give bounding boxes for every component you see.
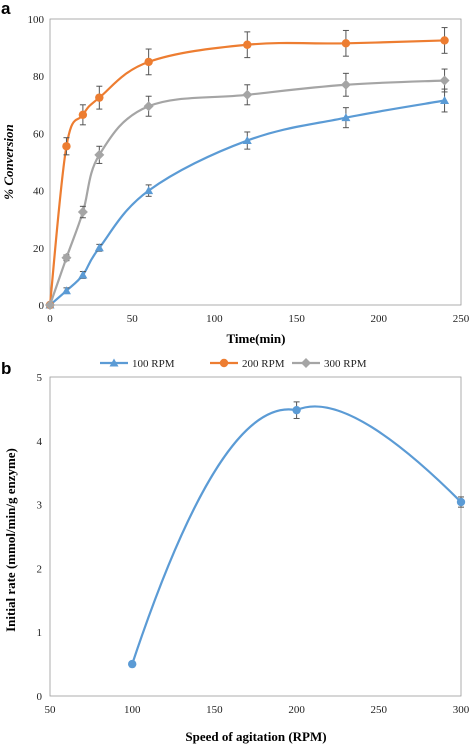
chart-b-series-line xyxy=(131,405,462,665)
chart-a-data-point xyxy=(94,149,105,160)
chart-a-data-point xyxy=(144,57,153,67)
chart-a-x-tick-label: 200 xyxy=(371,313,388,325)
chart-b-y-tick-label: 2 xyxy=(37,563,43,575)
chart-a-x-tick-label: 250 xyxy=(453,313,470,325)
chart-a-y-tick-label: 40 xyxy=(33,186,45,198)
chart-b-data-point xyxy=(128,659,137,669)
chart-a-data-point xyxy=(94,243,104,252)
chart-a-data-point xyxy=(61,252,72,263)
chart-a-data-point xyxy=(78,110,88,120)
chart-a-data-point xyxy=(341,39,351,48)
chart-a-legend-marker xyxy=(219,358,229,368)
chart-b-x-tick-label: 50 xyxy=(45,704,57,716)
chart-a-data-point xyxy=(440,36,449,45)
chart-a-data-point xyxy=(242,89,253,100)
chart-a-legend-label: 100 RPM xyxy=(132,358,175,370)
chart-a-legend-label: 200 RPM xyxy=(242,358,285,370)
chart-a-x-tick-label: 150 xyxy=(288,313,305,325)
chart-a-y-axis-title: % Conversion xyxy=(1,124,16,199)
chart-a-data-point xyxy=(61,286,71,295)
chart-b-x-tick-label: 100 xyxy=(124,704,141,716)
chart-a-data-point xyxy=(77,207,88,218)
panel-b-letter: b xyxy=(1,359,11,378)
chart-b-series-layer xyxy=(128,401,466,669)
chart-b-y-tick-labels: 0 1 2 3 4 5 xyxy=(37,372,43,703)
chart-b-y-tick-label: 0 xyxy=(37,691,43,703)
chart-b-plot-frame xyxy=(49,376,462,697)
chart-a-legend-item: 200 RPM xyxy=(210,358,285,370)
chart-a-y-tick-labels: 0 20 40 60 80 100 xyxy=(28,14,45,312)
chart-a-x-tick-label: 0 xyxy=(47,313,53,325)
chart-b-series xyxy=(128,401,466,669)
chart-a-data-point xyxy=(440,96,450,105)
chart-a-y-tick-label: 0 xyxy=(39,300,45,312)
chart-a-legend-label: 300 RPM xyxy=(324,358,367,370)
chart-b-x-tick-label: 300 xyxy=(453,704,470,716)
chart-a-data-point xyxy=(340,79,351,90)
chart-b-y-axis-title: Initial rate (mmol/min/g enzyme) xyxy=(3,448,18,632)
chart-b-x-tick-labels: 50 100 150 200 250 300 xyxy=(45,704,470,716)
chart-a-x-tick-label: 50 xyxy=(127,313,139,325)
chart-b-x-tick-label: 200 xyxy=(288,704,305,716)
chart-b-x-tick-label: 150 xyxy=(206,704,223,716)
chart-a-y-tick-label: 80 xyxy=(33,71,45,83)
chart-a-data-point xyxy=(242,136,252,145)
chart-a-legend: 100 RPM 200 RPM 300 RPM xyxy=(100,358,367,370)
chart-b-y-tick-label: 4 xyxy=(37,436,43,448)
chart-a-data-point xyxy=(439,75,450,86)
chart-b: 0 1 2 3 4 5 50 100 150 200 250 300 Speed of agitat… xyxy=(3,372,470,744)
chart-a-x-tick-labels: 0 50 100 150 200 250 xyxy=(47,313,470,325)
chart-a-data-point xyxy=(95,93,104,102)
chart-a-data-point xyxy=(143,101,154,112)
chart-a-y-tick-label: 60 xyxy=(33,128,45,140)
chart-a-series-layer xyxy=(45,27,450,310)
chart-a-data-point xyxy=(78,270,88,279)
chart-b-x-axis-title: Speed of agitation (RPM) xyxy=(185,729,326,744)
chart-a-legend-marker xyxy=(109,358,119,367)
chart-b-y-tick-label: 3 xyxy=(37,500,43,512)
chart-a-x-tick-label: 100 xyxy=(206,313,223,325)
chart-a-x-axis-title: Time(min) xyxy=(227,331,286,346)
chart-a-plot-frame xyxy=(49,18,462,306)
chart-a-legend-item: 100 RPM xyxy=(100,358,175,370)
chart-a-data-point xyxy=(62,142,71,151)
chart-a-data-point xyxy=(341,113,351,122)
chart-a: 0 20 40 60 80 100 0 50 100 150 200 250 Time(min) %… xyxy=(1,14,470,370)
chart-b-x-tick-label: 250 xyxy=(371,704,388,716)
chart-b-data-point xyxy=(292,405,301,415)
chart-a-y-tick-label: 100 xyxy=(28,14,45,26)
chart-b-y-tick-label: 1 xyxy=(37,627,43,639)
chart-a-legend-item: 300 RPM xyxy=(292,358,367,370)
chart-a-legend-marker xyxy=(301,358,311,368)
chart-b-y-tick-label: 5 xyxy=(37,372,43,384)
chart-b-data-point xyxy=(456,497,466,507)
chart-a-data-point xyxy=(144,186,154,195)
chart-a-data-point xyxy=(45,300,55,310)
chart-a-y-tick-label: 20 xyxy=(33,243,45,255)
chart-a-data-point xyxy=(243,40,252,49)
chart-a-series xyxy=(45,27,449,310)
panel-a-letter: a xyxy=(1,0,11,18)
chart-a-series xyxy=(45,68,450,310)
